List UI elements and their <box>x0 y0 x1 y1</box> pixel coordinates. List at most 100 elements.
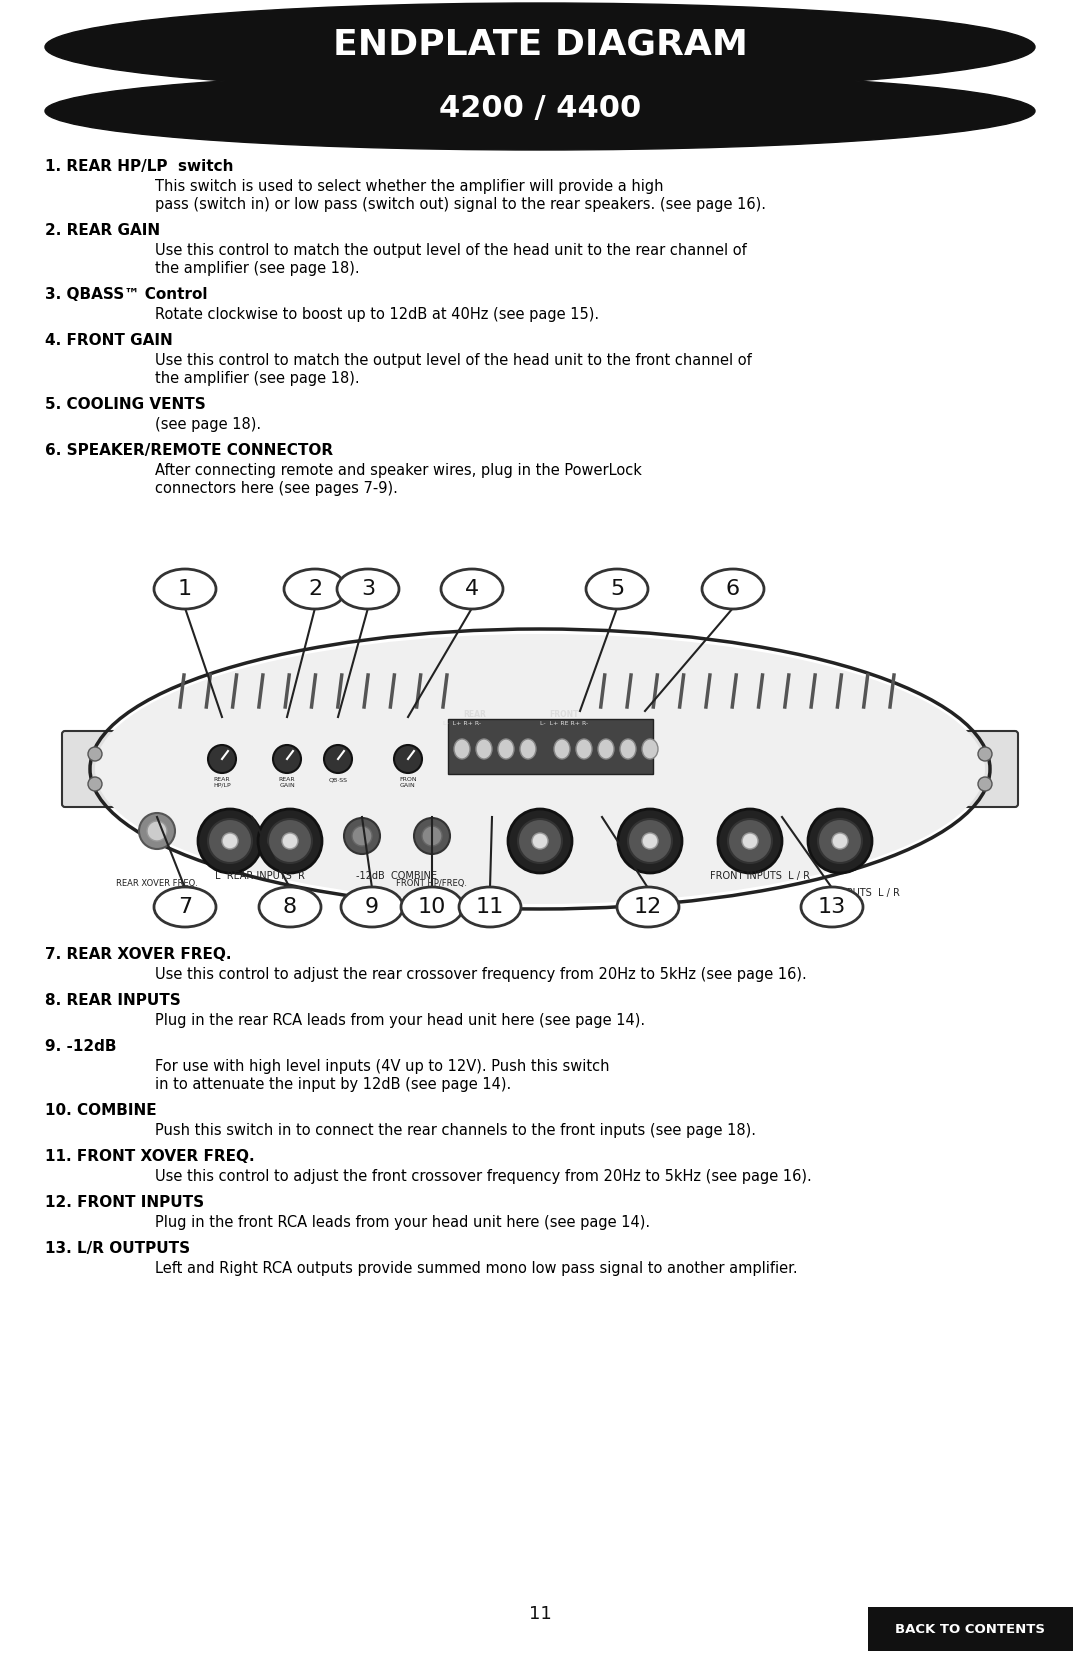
Text: L-  L+ RE R+ R-: L- L+ RE R+ R- <box>540 721 589 726</box>
Circle shape <box>87 748 102 761</box>
Ellipse shape <box>519 739 536 759</box>
Ellipse shape <box>476 739 492 759</box>
Text: 4200 / 4400: 4200 / 4400 <box>438 95 642 124</box>
Ellipse shape <box>801 886 863 926</box>
Text: FRON
GAIN: FRON GAIN <box>400 778 417 788</box>
Text: Rotate clockwise to boost up to 12dB at 40Hz (see page 15).: Rotate clockwise to boost up to 12dB at … <box>156 307 599 322</box>
Circle shape <box>268 819 312 863</box>
Ellipse shape <box>154 569 216 609</box>
Text: 3. QBASS™ Control: 3. QBASS™ Control <box>45 287 207 302</box>
Circle shape <box>818 819 862 863</box>
Text: the amplifier (see page 18).: the amplifier (see page 18). <box>156 371 360 386</box>
Ellipse shape <box>617 886 679 926</box>
Text: Push this switch in to connect the rear channels to the front inputs (see page 1: Push this switch in to connect the rear … <box>156 1123 756 1138</box>
Ellipse shape <box>401 886 463 926</box>
Circle shape <box>718 809 782 873</box>
Ellipse shape <box>337 569 399 609</box>
Circle shape <box>282 833 298 850</box>
Text: 1: 1 <box>178 579 192 599</box>
Text: 6: 6 <box>726 579 740 599</box>
Text: in to attenuate the input by 12dB (see page 14).: in to attenuate the input by 12dB (see p… <box>156 1077 511 1092</box>
Text: 11: 11 <box>476 896 504 916</box>
Circle shape <box>618 809 681 873</box>
Ellipse shape <box>576 739 592 759</box>
Circle shape <box>978 748 993 761</box>
Ellipse shape <box>284 569 346 609</box>
Text: 7: 7 <box>178 896 192 916</box>
Text: Plug in the front RCA leads from your head unit here (see page 14).: Plug in the front RCA leads from your he… <box>156 1215 650 1230</box>
Text: Use this control to adjust the front crossover frequency from 20Hz to 5kHz (see : Use this control to adjust the front cro… <box>156 1168 812 1183</box>
Text: OUTPUTS  L / R: OUTPUTS L / R <box>826 888 900 898</box>
Ellipse shape <box>45 72 1035 150</box>
Circle shape <box>978 778 993 791</box>
Circle shape <box>728 819 772 863</box>
Text: 13: 13 <box>818 896 846 916</box>
Text: 4. FRONT GAIN: 4. FRONT GAIN <box>45 334 173 349</box>
Ellipse shape <box>598 739 615 759</box>
Text: L  REAR INPUTS  R: L REAR INPUTS R <box>215 871 305 881</box>
Text: FRONT INPUTS  L / R: FRONT INPUTS L / R <box>710 871 810 881</box>
FancyBboxPatch shape <box>62 731 129 808</box>
Circle shape <box>147 821 167 841</box>
Circle shape <box>642 833 658 850</box>
Circle shape <box>208 744 237 773</box>
Text: Use this control to match the output level of the head unit to the front channel: Use this control to match the output lev… <box>156 354 752 367</box>
Text: 2. REAR GAIN: 2. REAR GAIN <box>45 224 160 239</box>
Text: ENDPLATE DIAGRAM: ENDPLATE DIAGRAM <box>333 28 747 62</box>
Ellipse shape <box>498 739 514 759</box>
Text: FRONT HP/FREQ.: FRONT HP/FREQ. <box>396 880 468 888</box>
Ellipse shape <box>702 569 764 609</box>
Ellipse shape <box>45 3 1035 92</box>
Circle shape <box>394 744 422 773</box>
Circle shape <box>532 833 548 850</box>
Circle shape <box>87 778 102 791</box>
Text: Plug in the rear RCA leads from your head unit here (see page 14).: Plug in the rear RCA leads from your hea… <box>156 1013 645 1028</box>
Ellipse shape <box>586 569 648 609</box>
Circle shape <box>627 819 672 863</box>
Text: 2: 2 <box>308 579 322 599</box>
Text: 9: 9 <box>365 896 379 916</box>
Ellipse shape <box>554 739 570 759</box>
Circle shape <box>258 809 322 873</box>
Text: Use this control to adjust the rear crossover frequency from 20Hz to 5kHz (see p: Use this control to adjust the rear cros… <box>156 966 807 981</box>
Text: 11. FRONT XOVER FREQ.: 11. FRONT XOVER FREQ. <box>45 1148 255 1163</box>
Circle shape <box>352 826 372 846</box>
Bar <box>868 1607 1074 1651</box>
Text: connectors here (see pages 7-9).: connectors here (see pages 7-9). <box>156 481 397 496</box>
Text: 1. REAR HP/LP  switch: 1. REAR HP/LP switch <box>45 159 233 174</box>
Ellipse shape <box>259 886 321 926</box>
Circle shape <box>742 833 758 850</box>
Text: L-  L+ R+ R-: L- L+ R+ R- <box>443 721 481 726</box>
Circle shape <box>832 833 848 850</box>
Circle shape <box>273 744 301 773</box>
Text: 5: 5 <box>610 579 624 599</box>
Text: 6. SPEAKER/REMOTE CONNECTOR: 6. SPEAKER/REMOTE CONNECTOR <box>45 442 333 457</box>
Ellipse shape <box>459 886 521 926</box>
Text: Use this control to match the output level of the head unit to the rear channel : Use this control to match the output lev… <box>156 244 746 259</box>
Text: the amplifier (see page 18).: the amplifier (see page 18). <box>156 260 360 275</box>
Text: REAR
HP/LP: REAR HP/LP <box>213 778 231 788</box>
Circle shape <box>198 809 262 873</box>
Text: REAR: REAR <box>463 709 486 719</box>
Ellipse shape <box>95 634 985 905</box>
Circle shape <box>345 818 380 855</box>
Text: After connecting remote and speaker wires, plug in the PowerLock: After connecting remote and speaker wire… <box>156 462 642 477</box>
Circle shape <box>422 826 442 846</box>
Text: 8: 8 <box>283 896 297 916</box>
Text: (see page 18).: (see page 18). <box>156 417 261 432</box>
Circle shape <box>208 819 252 863</box>
Text: 13. L/R OUTPUTS: 13. L/R OUTPUTS <box>45 1242 190 1257</box>
Bar <box>448 719 653 774</box>
Circle shape <box>518 819 562 863</box>
Text: REAR XOVER FREQ.: REAR XOVER FREQ. <box>116 880 198 888</box>
Text: For use with high level inputs (4V up to 12V). Push this switch: For use with high level inputs (4V up to… <box>156 1060 609 1073</box>
Text: 10. COMBINE: 10. COMBINE <box>45 1103 157 1118</box>
Text: QB·SS: QB·SS <box>328 778 348 783</box>
FancyBboxPatch shape <box>951 731 1018 808</box>
Text: 3: 3 <box>361 579 375 599</box>
Text: -12dB  COMBINE: -12dB COMBINE <box>356 871 437 881</box>
Ellipse shape <box>154 886 216 926</box>
Text: 4: 4 <box>464 579 480 599</box>
Ellipse shape <box>441 569 503 609</box>
Circle shape <box>808 809 872 873</box>
